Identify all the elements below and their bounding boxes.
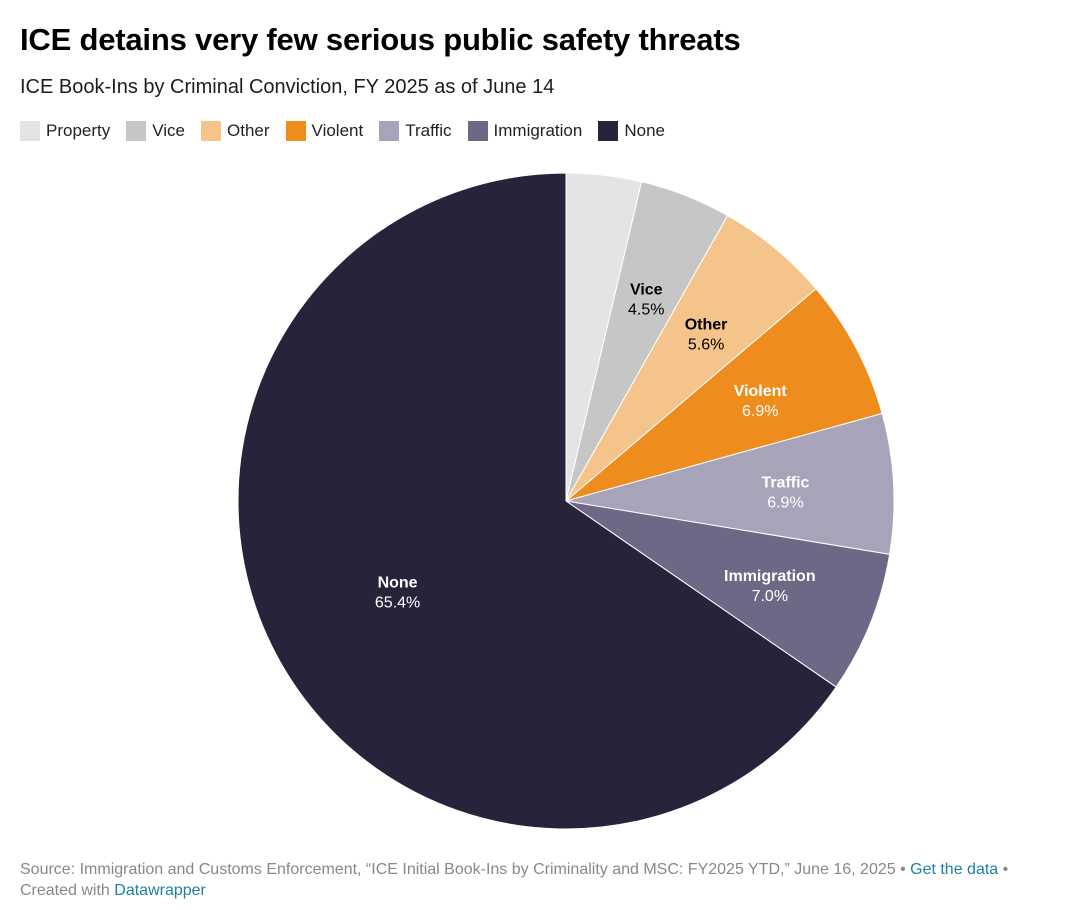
source-text: Source: Immigration and Customs Enforcem… bbox=[20, 861, 911, 878]
legend-swatch-vice bbox=[126, 121, 147, 141]
legend-swatch-property bbox=[20, 121, 40, 141]
legend-label-vice: Vice bbox=[152, 121, 186, 140]
legend-item-traffic: Traffic bbox=[379, 121, 452, 141]
legend-item-violent: Violent bbox=[285, 121, 364, 141]
chart-subtitle: ICE Book-Ins by Criminal Conviction, FY … bbox=[20, 76, 555, 98]
slice-label-violent: Violent bbox=[734, 383, 788, 400]
legend-label-property: Property bbox=[46, 121, 111, 140]
legend-label-violent: Violent bbox=[311, 121, 364, 140]
created-with-text: • Created with bbox=[20, 861, 1009, 899]
slice-value-vice: 4.5% bbox=[628, 301, 664, 318]
slice-value-violent: 6.9% bbox=[742, 403, 778, 420]
pie-slice-immigration bbox=[565, 500, 891, 688]
legend-label-other: Other bbox=[227, 121, 270, 140]
chart-legend: Property Vice Other Violent Traffic Immigrati… bbox=[20, 121, 681, 141]
legend-label-immigration: Immigration bbox=[493, 121, 583, 140]
legend-swatch-other bbox=[201, 121, 222, 141]
slice-label-none: None bbox=[378, 574, 418, 591]
legend-swatch-immigration bbox=[467, 121, 488, 141]
slice-label-immigration: Immigration bbox=[724, 568, 816, 585]
get-the-data-link[interactable]: Get the data bbox=[910, 861, 999, 878]
legend-swatch-violent bbox=[285, 121, 306, 141]
pie-slice-none bbox=[237, 172, 837, 830]
slice-value-none: 65.4% bbox=[375, 594, 420, 611]
legend-item-other: Other bbox=[201, 121, 270, 141]
legend-item-vice: Vice bbox=[126, 121, 185, 141]
pie-chart: Vice 4.5% Other 5.6% Violent 6.9% Traffic 6.9% I… bbox=[237, 172, 895, 830]
legend-swatch-none bbox=[598, 121, 619, 141]
legend-swatch-traffic bbox=[379, 121, 400, 141]
chart-footer: Source: Immigration and Customs Enforcem… bbox=[20, 859, 1060, 901]
legend-label-none: None bbox=[624, 121, 665, 140]
slice-value-other: 5.6% bbox=[688, 337, 724, 354]
pie-slice-violent bbox=[565, 288, 883, 502]
legend-label-traffic: Traffic bbox=[405, 121, 452, 140]
datawrapper-link[interactable]: Datawrapper bbox=[114, 882, 206, 899]
chart-title: ICE detains very few serious public safe… bbox=[20, 22, 741, 57]
slice-label-other: Other bbox=[685, 317, 728, 334]
legend-item-immigration: Immigration bbox=[467, 121, 583, 141]
slice-label-vice: Vice bbox=[630, 281, 663, 298]
pie-slice-traffic bbox=[565, 412, 895, 555]
slice-value-immigration: 7.0% bbox=[752, 588, 788, 605]
slice-value-traffic: 6.9% bbox=[767, 494, 803, 511]
slice-label-traffic: Traffic bbox=[761, 474, 809, 491]
legend-item-none: None bbox=[598, 121, 665, 141]
legend-item-property: Property bbox=[20, 121, 110, 141]
